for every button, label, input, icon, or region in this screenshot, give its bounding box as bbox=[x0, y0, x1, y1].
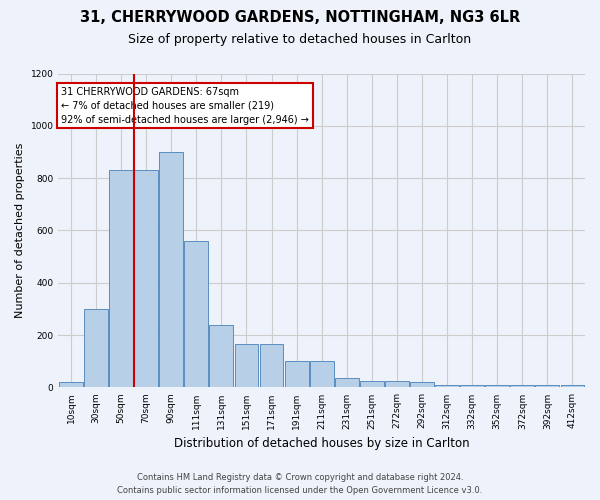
Y-axis label: Number of detached properties: Number of detached properties bbox=[15, 143, 25, 318]
Text: Contains HM Land Registry data © Crown copyright and database right 2024.
Contai: Contains HM Land Registry data © Crown c… bbox=[118, 474, 482, 495]
Text: 31, CHERRYWOOD GARDENS, NOTTINGHAM, NG3 6LR: 31, CHERRYWOOD GARDENS, NOTTINGHAM, NG3 … bbox=[80, 10, 520, 25]
Bar bbox=[385, 381, 409, 388]
Bar bbox=[335, 378, 359, 388]
Bar bbox=[410, 382, 434, 388]
Bar bbox=[535, 385, 559, 388]
Bar bbox=[560, 385, 584, 388]
Bar bbox=[59, 382, 83, 388]
Bar bbox=[84, 309, 108, 388]
Bar bbox=[235, 344, 259, 388]
Bar bbox=[260, 344, 283, 388]
Bar bbox=[209, 324, 233, 388]
Bar bbox=[511, 385, 534, 388]
Bar bbox=[360, 381, 384, 388]
Bar bbox=[184, 241, 208, 388]
Bar bbox=[485, 385, 509, 388]
Bar bbox=[109, 170, 133, 388]
Bar bbox=[435, 385, 459, 388]
Bar bbox=[134, 170, 158, 388]
Bar bbox=[310, 362, 334, 388]
Bar bbox=[285, 362, 308, 388]
Text: Size of property relative to detached houses in Carlton: Size of property relative to detached ho… bbox=[128, 32, 472, 46]
X-axis label: Distribution of detached houses by size in Carlton: Distribution of detached houses by size … bbox=[174, 437, 470, 450]
Bar bbox=[160, 152, 183, 388]
Bar bbox=[460, 385, 484, 388]
Text: 31 CHERRYWOOD GARDENS: 67sqm
← 7% of detached houses are smaller (219)
92% of se: 31 CHERRYWOOD GARDENS: 67sqm ← 7% of det… bbox=[61, 86, 309, 124]
